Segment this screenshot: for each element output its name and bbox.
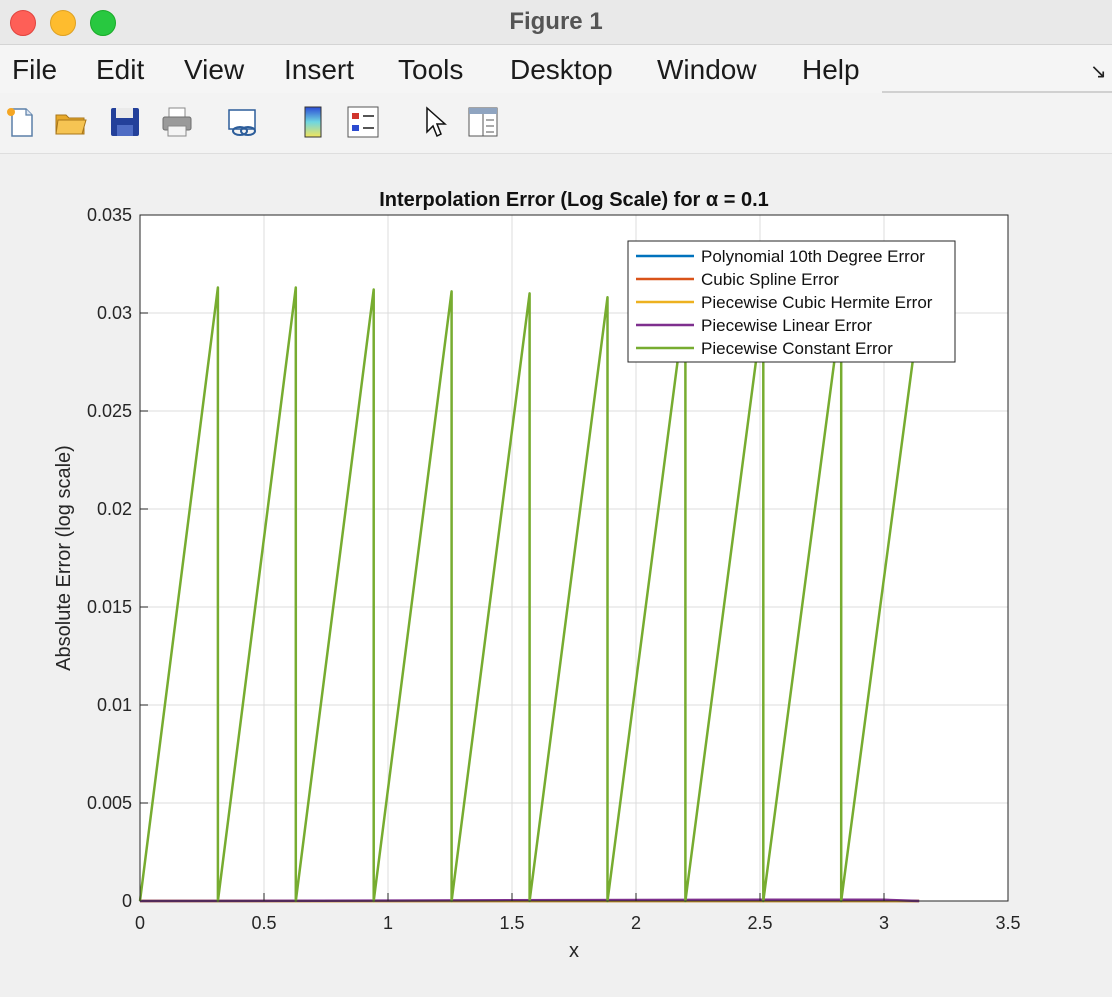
print-icon[interactable]	[160, 105, 194, 139]
property-inspector-icon[interactable]	[466, 105, 500, 139]
x-tick-label: 0	[135, 913, 145, 933]
window-titlebar: Figure 1	[0, 0, 1112, 45]
zoom-window-button[interactable]	[90, 10, 116, 36]
menu-bar: File Edit View Insert Tools Desktop Wind…	[0, 45, 1112, 93]
close-window-button[interactable]	[10, 10, 36, 36]
y-axis-label: Absolute Error (log scale)	[53, 445, 75, 671]
tick-marks: 0 0.5 1 1.5 2 2.5 3 3.5 0 0.005 0.01 0.015 0.02 0.025…	[87, 205, 1021, 933]
save-icon[interactable]	[108, 105, 142, 139]
figure-canvas: 0 0.5 1 1.5 2 2.5 3 3.5 0 0.005 0.01 0.015 0.02 0.025…	[0, 154, 1112, 992]
legend-icon[interactable]	[346, 105, 380, 139]
y-tick-label: 0.01	[97, 695, 132, 715]
menu-tools[interactable]: Tools	[398, 54, 464, 85]
new-figure-icon[interactable]	[4, 105, 38, 139]
y-tick-label: 0.005	[87, 793, 132, 813]
menu-desktop[interactable]: Desktop	[510, 54, 613, 85]
x-tick-label: 1.5	[499, 913, 524, 933]
y-tick-label: 0.015	[87, 597, 132, 617]
menu-divider	[882, 91, 1112, 93]
x-tick-label: 1	[383, 913, 393, 933]
menu-help[interactable]: Help	[802, 54, 860, 85]
y-tick-label: 0.025	[87, 401, 132, 421]
y-tick-label: 0.035	[87, 205, 132, 225]
series-line-5	[138, 286, 921, 903]
x-tick-label: 0.5	[251, 913, 276, 933]
minimize-window-button[interactable]	[50, 10, 76, 36]
legend-entry-label: Polynomial 10th Degree Error	[701, 247, 925, 266]
legend-entry-label: Piecewise Constant Error	[701, 339, 893, 358]
window-title: Figure 1	[509, 8, 603, 35]
axes-box	[139, 214, 1009, 902]
open-file-icon[interactable]	[54, 105, 88, 139]
menu-view[interactable]: View	[184, 54, 245, 85]
x-tick-label: 3.5	[995, 913, 1020, 933]
x-tick-label: 3	[879, 913, 889, 933]
y-tick-label: 0	[122, 891, 132, 911]
plot-area[interactable]: 0 0.5 1 1.5 2 2.5 3 3.5 0 0.005 0.01 0.015 0.02 0.025…	[0, 154, 1112, 992]
pointer-icon[interactable]	[418, 105, 452, 139]
figure-toolbar	[0, 93, 1112, 154]
link-plot-icon[interactable]	[226, 105, 260, 139]
x-tick-label: 2.5	[747, 913, 772, 933]
chart-title: Interpolation Error (Log Scale) for α = …	[379, 189, 769, 211]
colorbar-icon[interactable]	[296, 105, 330, 139]
menu-window[interactable]: Window	[657, 54, 757, 85]
legend-entry-label: Piecewise Linear Error	[701, 316, 872, 335]
legend-entry-label: Piecewise Cubic Hermite Error	[701, 293, 933, 312]
legend[interactable]: Polynomial 10th Degree Error Cubic Spline…	[627, 240, 956, 363]
y-tick-label: 0.03	[97, 303, 132, 323]
dock-figure-icon[interactable]: ↘	[1090, 61, 1107, 83]
x-tick-label: 2	[631, 913, 641, 933]
x-axis-label: x	[569, 940, 579, 962]
menu-edit[interactable]: Edit	[96, 54, 145, 85]
menu-file[interactable]: File	[12, 54, 58, 85]
legend-entry-label: Cubic Spline Error	[701, 270, 839, 289]
y-tick-label: 0.02	[97, 499, 132, 519]
menu-insert[interactable]: Insert	[284, 54, 355, 85]
